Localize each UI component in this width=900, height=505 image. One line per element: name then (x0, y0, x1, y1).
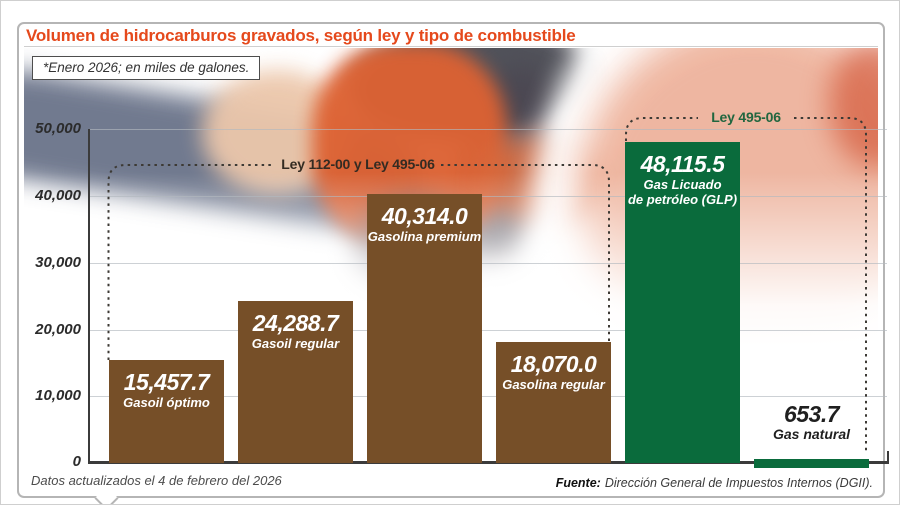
bar-value: 653.7 (783, 401, 840, 427)
bar-value: 18,070.0 (510, 351, 597, 378)
bar-value: 15,457.7 (123, 368, 210, 395)
annotation-ley-495-06: Ley 495-06 (711, 109, 781, 125)
footer-source-label: Fuente: (555, 476, 601, 490)
footer-source-text: Dirección General de Impuestos Internos … (604, 476, 873, 490)
bar-category-label: Gasolina regular (502, 377, 605, 393)
footer-updated-note: Datos actualizados el 4 de febrero del 2… (31, 473, 282, 488)
bar-gasoil-optimo: 15,457.7 Gasoil óptimo (109, 359, 224, 463)
ytick-40000: 40,000 (35, 187, 81, 204)
bar-category-label: Gasoil regular (251, 335, 340, 351)
ytick-0: 0 (72, 453, 81, 470)
bar-category-label: Gas natural (772, 426, 851, 442)
gridline-30000 (89, 263, 887, 264)
gridline-50000 (89, 129, 887, 130)
bar-category-label: Gasoil óptimo (123, 394, 210, 410)
bar-gas-natural-labels: 653.7 Gas natural (754, 401, 869, 442)
annotation-ley-112-00-y-495-06: Ley 112-00 y Ley 495-06 (281, 156, 435, 172)
gridline-40000 (89, 196, 887, 197)
gridline-20000 (89, 330, 887, 331)
ytick-30000: 30,000 (35, 254, 81, 271)
bar-value: 40,314.0 (381, 202, 468, 229)
bar-gasoil-regular: 24,288.7 Gasoil regular (238, 300, 353, 463)
ytick-20000: 20,000 (35, 321, 81, 338)
gridline-10000 (89, 396, 887, 397)
bar-gasolina-regular: 18,070.0 Gasolina regular (496, 342, 611, 463)
bar-gasolina-premium: 40,314.0 Gasolina premium (367, 193, 482, 463)
x-axis-line (88, 461, 889, 464)
footer-source: Fuente: Dirección General de Impuestos In… (556, 476, 873, 490)
bar-gas-licuado-glp: 48,115.5 Gas Licuado de petróleo (GLP) (625, 141, 740, 463)
bar-gas-natural (754, 458, 869, 468)
bubble-frame (17, 22, 885, 498)
bar-category-label: Gas Licuado (643, 176, 722, 192)
bar-category-label: Gasolina premium (367, 228, 482, 244)
y-axis-line (88, 129, 90, 463)
title-divider (24, 46, 878, 47)
bar-value: 48,115.5 (640, 150, 725, 177)
page-title: Volumen de hidrocarburos gravados, según… (26, 26, 576, 45)
bar-value: 24,288.7 (252, 309, 339, 336)
ytick-10000: 10,000 (35, 387, 81, 404)
ytick-50000: 50,000 (35, 120, 81, 137)
x-axis-end-tick (887, 451, 889, 462)
chart-subtitle-note: *Enero 2026; en miles de galones. (32, 56, 261, 80)
bar-category-label-line2: de petróleo (GLP) (627, 191, 738, 207)
